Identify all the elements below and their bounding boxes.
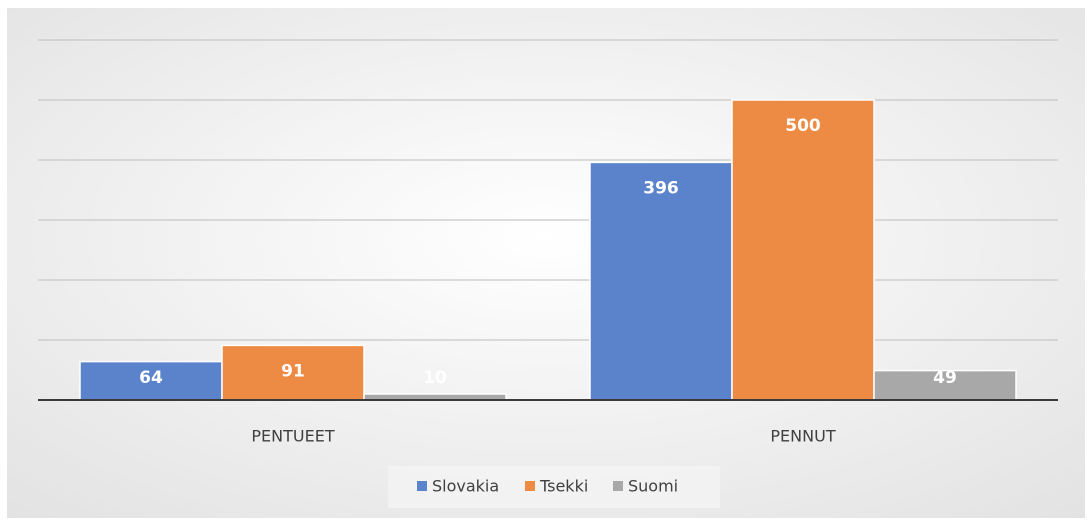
data-label: 64 bbox=[139, 368, 163, 388]
legend-box bbox=[388, 466, 720, 508]
data-label: 396 bbox=[643, 178, 679, 198]
legend-label: Tsekki bbox=[539, 477, 588, 496]
data-label: 49 bbox=[933, 368, 957, 388]
data-label: 91 bbox=[281, 361, 305, 381]
legend-label: Slovakia bbox=[432, 477, 499, 496]
chart-background bbox=[7, 8, 1085, 518]
bar bbox=[221, 344, 365, 401]
data-label: 10 bbox=[423, 368, 447, 388]
legend-label: Suomi bbox=[628, 477, 678, 496]
legend-swatch bbox=[525, 481, 535, 491]
data-label: 500 bbox=[785, 116, 821, 136]
legend-swatch bbox=[417, 481, 427, 491]
x-tick-label: PENTUEET bbox=[251, 427, 334, 446]
x-tick-label: PENNUT bbox=[770, 427, 835, 446]
bar bbox=[731, 99, 875, 401]
legend-swatch bbox=[613, 481, 623, 491]
